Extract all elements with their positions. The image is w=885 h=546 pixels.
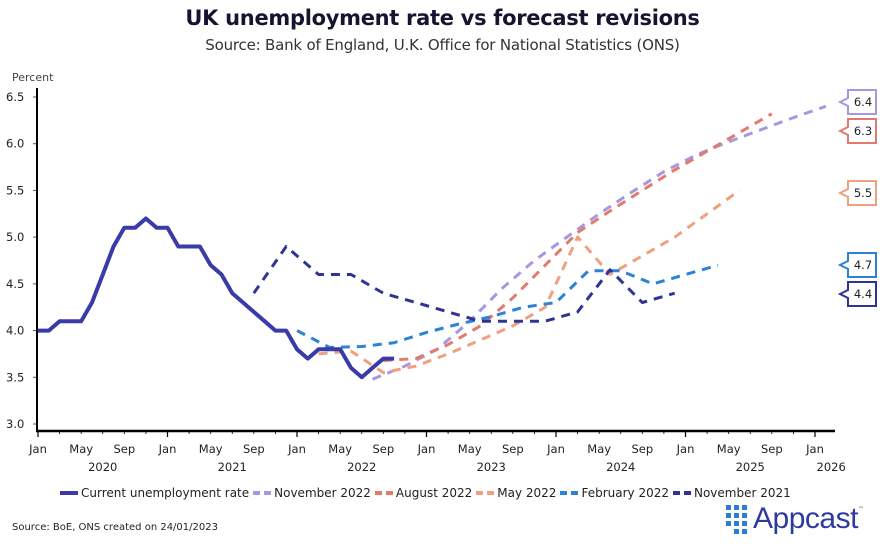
x-tick-label: May <box>199 442 223 456</box>
y-tick-label: 5.0 <box>6 230 24 244</box>
series-line-november-2022 <box>371 104 827 381</box>
x-year-label: 2026 <box>817 460 846 474</box>
x-tick-label: Jan <box>546 442 565 456</box>
legend-label: Current unemployment rate <box>81 486 250 500</box>
y-tick-label: 6.5 <box>6 90 24 104</box>
x-tick-label: Sep <box>631 442 653 456</box>
appcast-logo: Appcast ™ <box>726 504 864 534</box>
legend-swatch-icon <box>672 491 691 495</box>
x-axis: Jan May Sep Jan May Sep Jan May Sep Jan May Sep Jan M… <box>28 431 846 474</box>
series-line-august-2022 <box>383 112 773 362</box>
end-label-box <box>837 252 877 278</box>
legend-item: November 2022 <box>253 486 371 500</box>
x-year-label: 2022 <box>347 460 376 474</box>
legend-label: February 2022 <box>581 486 669 500</box>
series-line-current-unemployment-rate <box>38 216 395 380</box>
source-note: Source: BoE, ONS created on 24/01/2023 <box>12 522 218 533</box>
chart-legend: Current unemployment rate November 2022 Au… <box>60 486 795 500</box>
x-tick-label: Jan <box>805 442 824 456</box>
x-tick-label: May <box>458 442 482 456</box>
y-axis: 3.0 3.5 4.0 4.5 5.0 5.5 6.0 6.5 <box>6 90 37 431</box>
end-label-box <box>837 281 877 307</box>
x-tick-label: May <box>587 442 611 456</box>
x-tick-label: Jan <box>158 442 177 456</box>
x-tick-label: Jan <box>28 442 47 456</box>
legend-item: November 2021 <box>672 486 791 500</box>
series-layer <box>38 104 827 381</box>
end-label-box <box>837 89 877 115</box>
end-label-value: 5.5 <box>854 186 872 200</box>
legend-swatch-icon <box>374 491 393 495</box>
end-label-value: 6.3 <box>854 124 872 138</box>
x-tick-label: Jan <box>676 442 695 456</box>
chart-title: UK unemployment rate vs forecast revisio… <box>185 6 700 30</box>
y-tick-label: 4.5 <box>6 277 24 291</box>
legend-item: February 2022 <box>560 486 669 500</box>
x-tick-label: May <box>69 442 93 456</box>
end-label-value: 4.7 <box>854 258 872 272</box>
y-tick-label: 5.5 <box>6 183 24 197</box>
x-tick-label: Sep <box>502 442 524 456</box>
x-tick-label: Sep <box>243 442 265 456</box>
series-line-november-2021 <box>252 245 676 323</box>
x-tick-label: Jan <box>417 442 436 456</box>
trademark: ™ <box>857 506 864 513</box>
x-year-label: 2024 <box>606 460 635 474</box>
end-labels: 6.4 6.3 5.5 4.7 4.4 <box>837 89 877 307</box>
legend-swatch-icon <box>253 491 272 495</box>
series-line-february-2022 <box>296 263 719 349</box>
legend-swatch-icon <box>476 491 495 495</box>
x-year-label: 2021 <box>218 460 247 474</box>
x-tick-label: May <box>328 442 352 456</box>
x-tick-label: May <box>717 442 741 456</box>
end-label-box <box>837 180 877 206</box>
legend-label: May 2022 <box>497 486 557 500</box>
y-axis-label: Percent <box>12 71 54 84</box>
series-line-may-2022 <box>318 189 741 375</box>
legend-swatch-icon <box>60 491 78 495</box>
legend-label: November 2021 <box>693 486 791 500</box>
x-tick-label: Sep <box>113 442 135 456</box>
legend-label: August 2022 <box>395 486 473 500</box>
legend-item: May 2022 <box>476 486 556 500</box>
logo-dots-icon <box>726 504 747 534</box>
x-year-label: 2023 <box>477 460 506 474</box>
y-tick-label: 6.0 <box>6 137 24 151</box>
end-label-value: 6.4 <box>854 95 872 109</box>
legend-label: November 2022 <box>274 486 371 500</box>
y-tick-label: 3.0 <box>6 417 24 431</box>
legend-item: August 2022 <box>374 486 473 500</box>
line-chart: Percent 3.0 3.5 4.0 4.5 5.0 5.5 6.0 6.5 Jan May S… <box>6 71 877 474</box>
y-tick-label: 3.5 <box>6 370 24 384</box>
brand-name: Appcast <box>753 502 858 535</box>
y-tick-label: 4.0 <box>6 324 24 338</box>
end-label-value: 4.4 <box>854 287 872 301</box>
chart-subtitle: Source: Bank of England, U.K. Office for… <box>205 36 680 54</box>
x-tick-label: Jan <box>287 442 306 456</box>
x-year-label: 2020 <box>88 460 117 474</box>
x-tick-label: Sep <box>761 442 783 456</box>
legend-swatch-icon <box>560 491 579 495</box>
legend-item: Current unemployment rate <box>60 486 249 500</box>
x-year-label: 2025 <box>736 460 765 474</box>
x-tick-label: Sep <box>372 442 394 456</box>
end-label-box <box>837 118 877 144</box>
